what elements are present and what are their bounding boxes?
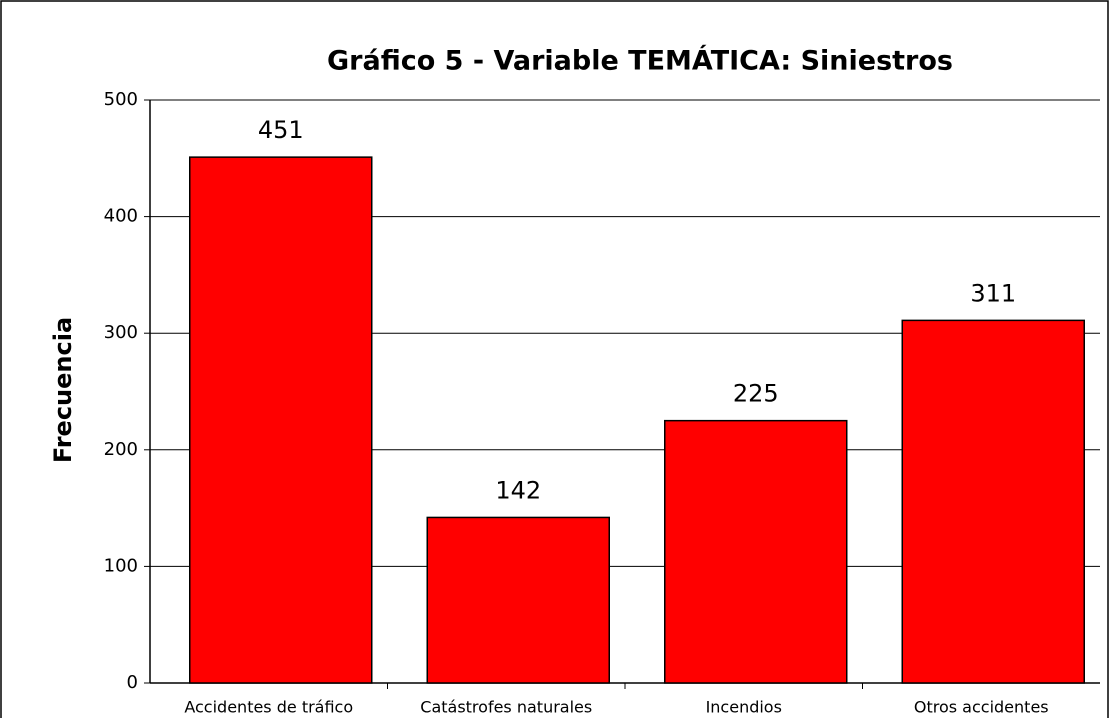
value-label: 225 [733, 380, 779, 408]
y-tick-label: 0 [127, 672, 138, 693]
x-tick-label: Otros accidentes [914, 698, 1049, 717]
y-tick-label: 100 [104, 555, 138, 576]
bar [189, 156, 373, 684]
value-label: 451 [258, 116, 304, 144]
bar [664, 419, 848, 684]
value-label: 142 [495, 476, 541, 504]
y-tick-label: 200 [104, 439, 138, 460]
value-label: 311 [970, 279, 1016, 307]
x-tick-label: Incendios [706, 698, 782, 717]
bar [901, 319, 1085, 684]
bar [426, 516, 610, 684]
y-axis-label: Frecuencia [49, 317, 77, 463]
x-tick-label: Catástrofes naturales [420, 698, 592, 717]
y-tick-label: 300 [104, 322, 138, 343]
y-tick-label: 400 [104, 206, 138, 227]
chart-title: Gráfico 5 - Variable TEMÁTICA: Siniestro… [327, 45, 953, 77]
x-tick-label: Accidentes de tráfico [184, 698, 353, 717]
y-tick-label: 500 [104, 89, 138, 110]
